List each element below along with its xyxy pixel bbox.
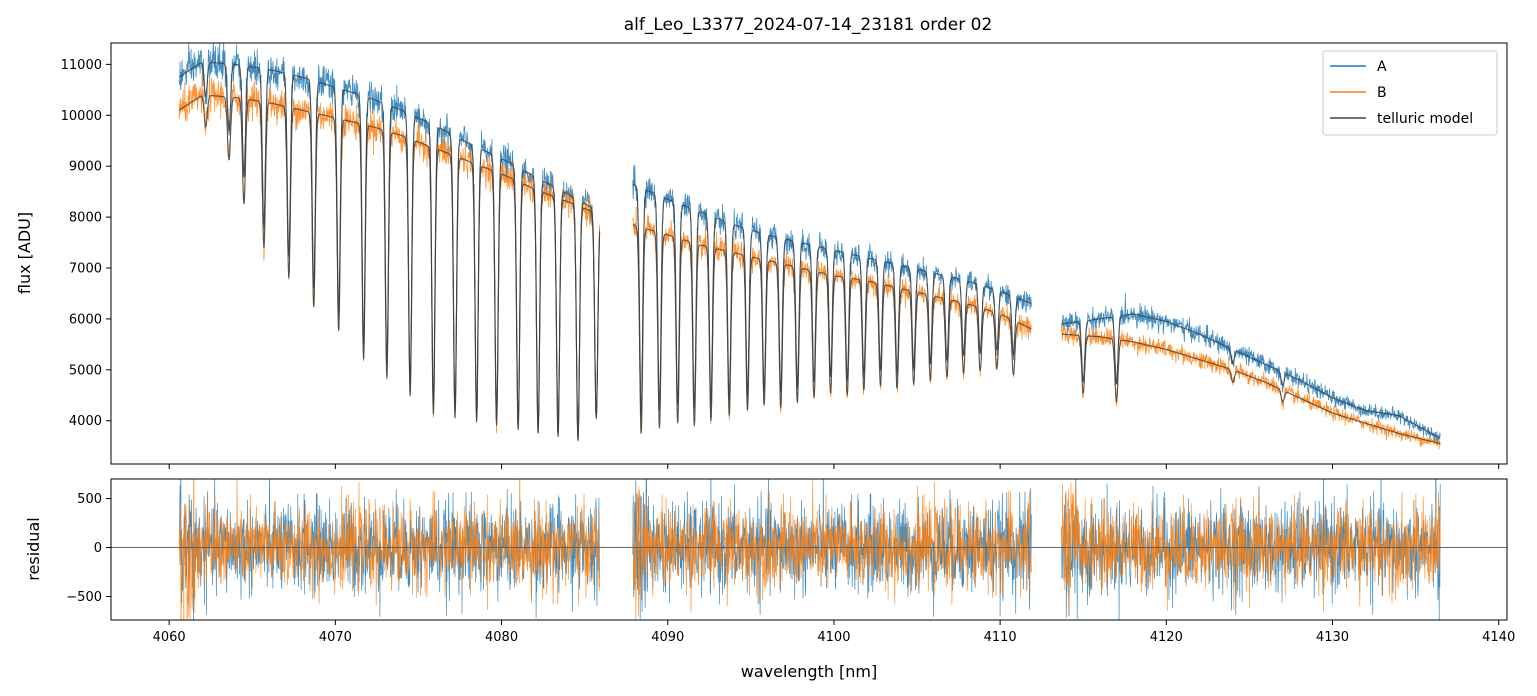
residual-panel: −500 0 500 4060 4070 4080 4090 4100 4110 4120 413… [24,478,1515,645]
telluric-model-a-segment-2 [1061,313,1441,439]
residual-ytick-label-1: 0 [94,541,102,556]
legend-label-b: B [1377,85,1387,101]
flux-ytick-label-3: 7000 [69,262,102,277]
legend-label-a: A [1377,59,1387,75]
xtick-label-6: 4120 [1150,630,1183,645]
flux-ylabel: flux [ADU] [15,212,34,294]
residual-b-segment-0 [178,479,600,620]
telluric-model-a-segment-1 [632,183,1032,415]
flux-ytick-label-7: 11000 [61,58,102,73]
xtick-label-1: 4070 [319,630,352,645]
flux-ytick-label-4: 8000 [69,211,102,226]
flux-ytick-label-1: 5000 [69,363,102,378]
series-b-segment-2 [1061,322,1441,450]
residual-ytick-label-2: 500 [77,492,102,507]
telluric-model-b-segment-2 [1061,333,1441,445]
residual-b-segment-1 [632,479,1032,620]
xtick-label-7: 4130 [1316,630,1349,645]
telluric-model-b-segment-1 [632,224,1032,434]
xtick-label-8: 4140 [1482,630,1515,645]
legend-box [1322,50,1498,136]
residual-ytick-label-0: −500 [66,590,102,605]
flux-ytick-label-5: 9000 [69,160,102,175]
flux-panel-frame [110,42,1508,465]
xtick-label-0: 4060 [153,630,186,645]
xtick-label-5: 4110 [984,630,1017,645]
legend: A B telluric model [1322,50,1498,136]
xtick-label-2: 4080 [485,630,518,645]
residual-ylabel: residual [24,517,43,580]
x-axis-label: wavelength [nm] [741,662,878,681]
residual-a-segment-2 [1061,479,1441,620]
flux-panel: 4000 5000 6000 7000 8000 9000 10000 11000 flux … [15,42,1508,469]
flux-ytick-label-0: 4000 [69,414,102,429]
chart-title: alf_Leo_L3377_2024-07-14_23181 order 02 [624,15,993,35]
flux-ytick-label-6: 10000 [61,109,102,124]
xtick-label-3: 4090 [651,630,684,645]
residual-b-segment-2 [1061,479,1441,617]
series-a-segment-2 [1061,292,1441,446]
telluric-model-b-segment-0 [178,95,601,441]
residual-panel-frame [110,478,1508,621]
xtick-label-4: 4100 [817,630,850,645]
flux-ytick-label-2: 6000 [69,312,102,327]
residual-a-segment-0 [178,479,600,620]
legend-label-model: telluric model [1377,111,1473,127]
